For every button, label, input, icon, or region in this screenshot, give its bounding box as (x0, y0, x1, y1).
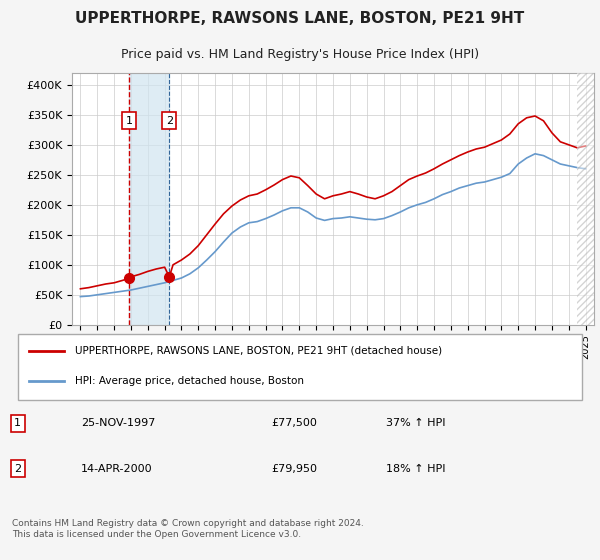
Text: 1: 1 (126, 116, 133, 126)
Text: £79,950: £79,950 (271, 464, 317, 474)
Text: 2: 2 (14, 464, 22, 474)
Bar (129, 73, 169, 325)
Text: 37% ↑ HPI: 37% ↑ HPI (386, 418, 446, 428)
FancyBboxPatch shape (18, 334, 582, 400)
Text: 1: 1 (14, 418, 21, 428)
Text: UPPERTHORPE, RAWSONS LANE, BOSTON, PE21 9HT (detached house): UPPERTHORPE, RAWSONS LANE, BOSTON, PE21 … (76, 346, 442, 356)
Text: 25-NOV-1997: 25-NOV-1997 (81, 418, 155, 428)
Text: UPPERTHORPE, RAWSONS LANE, BOSTON, PE21 9HT: UPPERTHORPE, RAWSONS LANE, BOSTON, PE21 … (76, 11, 524, 26)
Text: HPI: Average price, detached house, Boston: HPI: Average price, detached house, Bost… (76, 376, 304, 386)
Text: £77,500: £77,500 (271, 418, 317, 428)
Text: 18% ↑ HPI: 18% ↑ HPI (386, 464, 446, 474)
Text: Price paid vs. HM Land Registry's House Price Index (HPI): Price paid vs. HM Land Registry's House … (121, 48, 479, 61)
Text: 2: 2 (166, 116, 173, 126)
Text: 14-APR-2000: 14-APR-2000 (81, 464, 153, 474)
Bar (577, 73, 594, 325)
Text: Contains HM Land Registry data © Crown copyright and database right 2024.
This d: Contains HM Land Registry data © Crown c… (12, 519, 364, 539)
